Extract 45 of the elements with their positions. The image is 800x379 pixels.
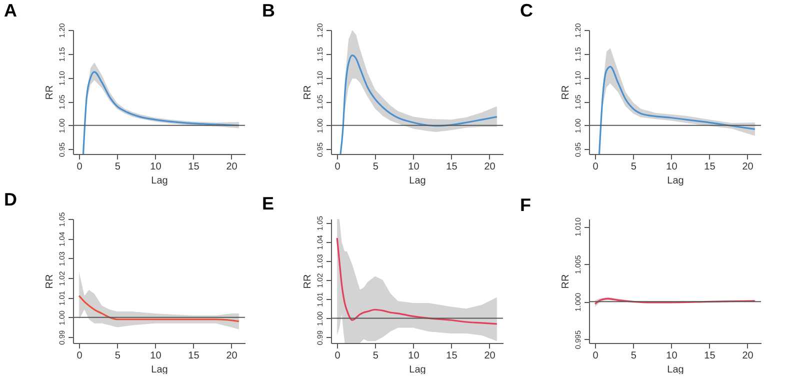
x-tick-label: 20 xyxy=(226,350,238,362)
x-axis-title: Lag xyxy=(151,176,168,186)
chart-title: D xyxy=(4,190,17,210)
x-tick-label: 0 xyxy=(334,162,341,172)
x-tick-label: 10 xyxy=(666,350,678,362)
x-tick-label: 10 xyxy=(408,350,420,362)
y-axis-title: RR xyxy=(44,274,56,289)
x-tick-label: 10 xyxy=(666,162,678,172)
x-tick-label: 5 xyxy=(372,162,379,172)
x-tick-label: 15 xyxy=(446,350,458,362)
x-tick-label: 5 xyxy=(630,162,637,172)
y-axis-title: RR xyxy=(302,85,314,100)
chart-title: B xyxy=(262,0,275,21)
y-axis-title: RR xyxy=(560,85,572,100)
x-tick-label: 5 xyxy=(630,350,637,362)
chart-title: E xyxy=(262,194,274,214)
x-tick-label: 5 xyxy=(114,350,121,362)
x-axis-title: Lag xyxy=(409,176,426,186)
x-axis-title: Lag xyxy=(667,176,684,186)
x-tick-label: 15 xyxy=(704,350,716,362)
chart-title: A xyxy=(4,0,17,21)
chart-title: F xyxy=(520,195,531,216)
chart-title: C xyxy=(520,0,533,21)
x-tick-label: 20 xyxy=(484,350,496,362)
y-axis-title: RR xyxy=(44,85,56,100)
x-tick-label: 10 xyxy=(150,162,162,172)
x-tick-label: 20 xyxy=(226,162,238,172)
x-tick-label: 0 xyxy=(592,162,599,172)
x-tick-label: 0 xyxy=(334,350,341,362)
x-tick-label: 0 xyxy=(76,162,83,172)
x-tick-label: 5 xyxy=(114,162,121,172)
x-tick-label: 0 xyxy=(592,350,599,362)
x-tick-label: 10 xyxy=(150,350,162,362)
x-tick-label: 0 xyxy=(76,350,83,362)
x-tick-label: 15 xyxy=(446,162,458,172)
x-tick-label: 20 xyxy=(484,162,496,172)
x-tick-label: 20 xyxy=(742,350,754,362)
y-axis-title: RR xyxy=(302,274,314,289)
x-tick-label: 5 xyxy=(372,350,379,362)
x-tick-label: 15 xyxy=(188,162,200,172)
x-tick-label: 15 xyxy=(188,350,200,362)
x-tick-label: 20 xyxy=(742,162,754,172)
x-tick-label: 15 xyxy=(704,162,716,172)
x-tick-label: 10 xyxy=(408,162,420,172)
y-axis-title: RR xyxy=(560,274,572,289)
